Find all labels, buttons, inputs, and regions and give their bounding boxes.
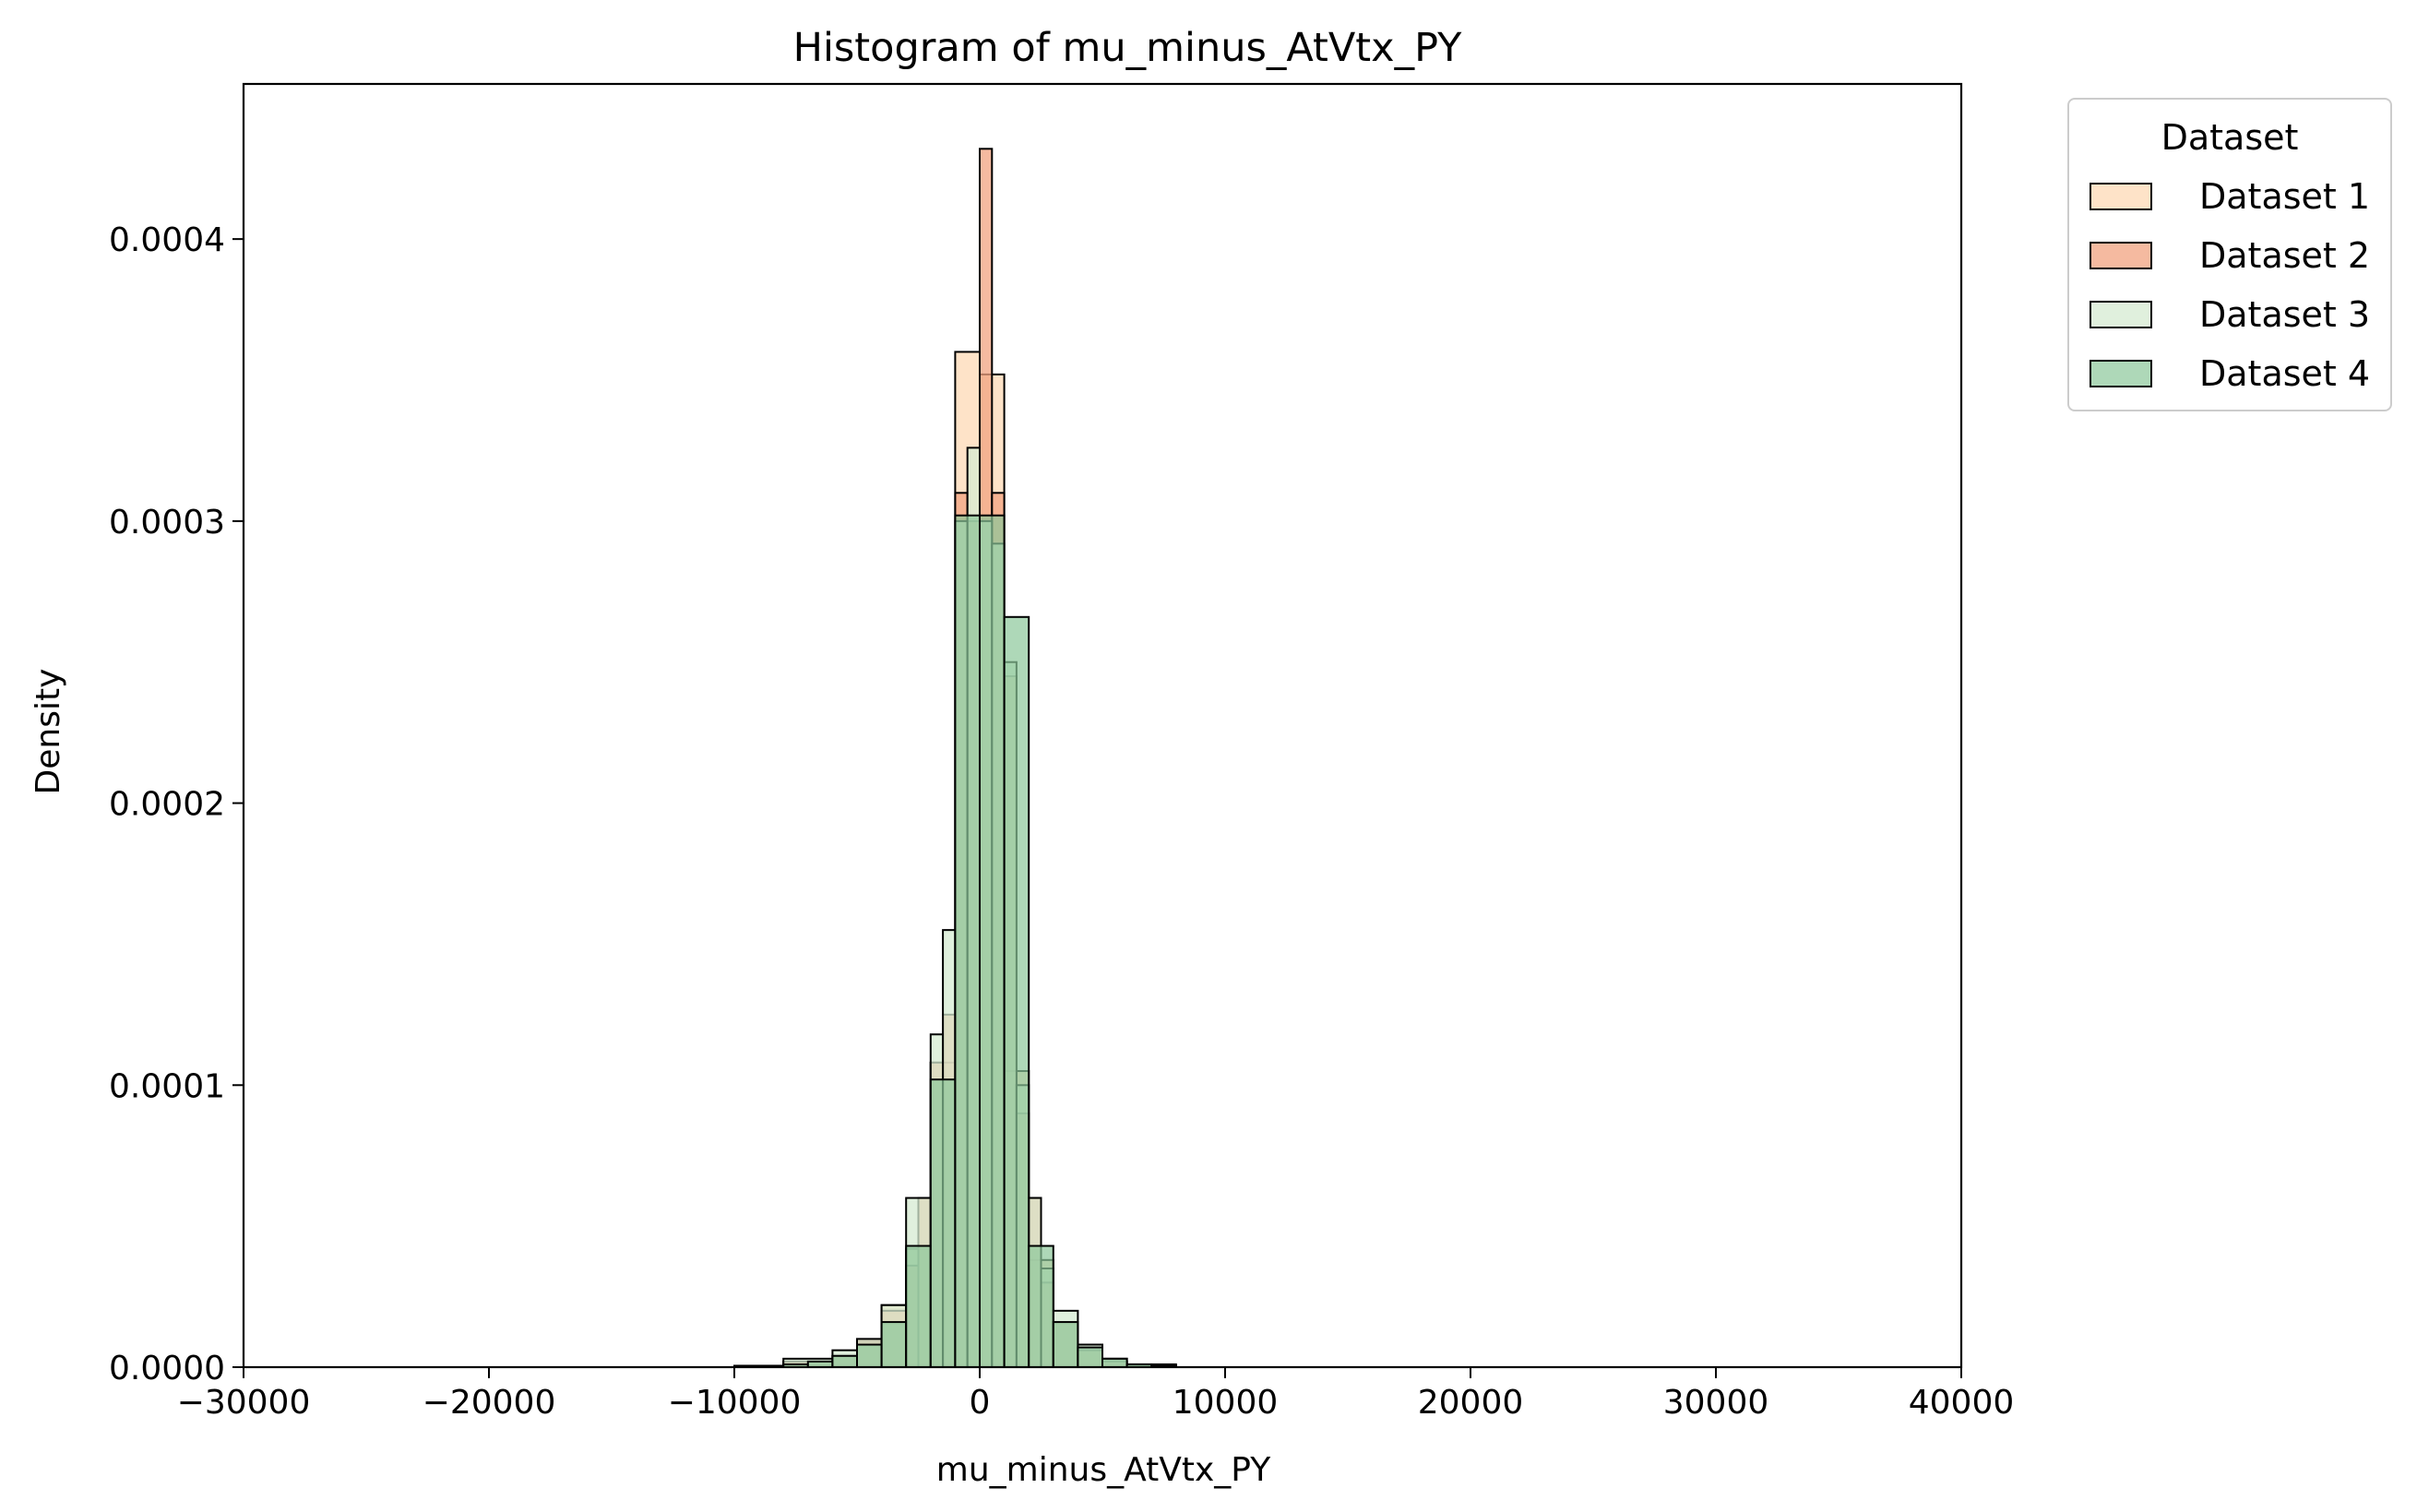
histogram-bar <box>880 1321 908 1368</box>
legend-item: Dataset 3 <box>2090 294 2370 335</box>
chart-title: Histogram of mu_minus_AtVtx_PY <box>793 25 1462 71</box>
legend-swatch <box>2090 301 2152 328</box>
histogram-bar <box>1028 1244 1054 1369</box>
y-tick-label: 0.0000 <box>109 1350 225 1387</box>
x-axis: −30000 −20000 −10000 0 10000 20000 30000 40000 <box>177 1367 2015 1422</box>
bars-layer <box>733 148 1177 1369</box>
legend-label: Dataset 2 <box>2199 235 2370 276</box>
histogram-bar <box>831 1354 859 1369</box>
legend-label: Dataset 1 <box>2199 176 2370 217</box>
y-axis-label: Density <box>30 669 67 795</box>
legend-items: Dataset 1 Dataset 2 Dataset 3 Dataset 4 <box>2090 176 2370 394</box>
y-tick-label: 0.0001 <box>109 1067 225 1105</box>
legend-item: Dataset 1 <box>2090 176 2370 217</box>
y-tick-label: 0.0003 <box>109 504 225 542</box>
x-tick-label: 0 <box>970 1384 991 1422</box>
histogram-bar <box>979 514 1006 1368</box>
histogram-bar <box>1077 1346 1104 1368</box>
x-tick-label: 40000 <box>1909 1384 2015 1422</box>
histogram-bar <box>1052 1321 1079 1368</box>
x-tick-label: −10000 <box>668 1384 802 1422</box>
x-tick-label: 20000 <box>1418 1384 1524 1422</box>
x-tick-label: −30000 <box>177 1384 311 1422</box>
x-tick-label: 10000 <box>1173 1384 1279 1422</box>
y-tick-label: 0.0004 <box>109 221 225 259</box>
legend-swatch <box>2090 183 2152 210</box>
legend-title: Dataset <box>2161 117 2299 158</box>
legend-item: Dataset 4 <box>2090 353 2370 394</box>
histogram-bar <box>929 1078 957 1369</box>
legend-label: Dataset 3 <box>2199 294 2370 335</box>
histogram-bar <box>905 1244 932 1369</box>
legend-swatch <box>2090 360 2152 387</box>
histogram-bar <box>1003 615 1030 1368</box>
legend-label: Dataset 4 <box>2199 353 2370 394</box>
histogram-bar <box>1101 1357 1128 1368</box>
y-axis: 0.0000 0.0001 0.0002 0.0003 0.0004 <box>109 221 244 1387</box>
histogram-bar <box>954 514 982 1368</box>
legend-frame <box>2067 98 2392 411</box>
y-tick-label: 0.0002 <box>109 786 225 824</box>
x-axis-label: mu_minus_AtVtx_PY <box>936 1451 1271 1489</box>
legend-item: Dataset 2 <box>2090 235 2370 276</box>
plot-frame <box>242 82 1963 1369</box>
x-tick-label: −20000 <box>423 1384 556 1422</box>
x-tick-label: 30000 <box>1663 1384 1769 1422</box>
legend-swatch <box>2090 242 2152 269</box>
histogram-bar <box>856 1343 883 1369</box>
